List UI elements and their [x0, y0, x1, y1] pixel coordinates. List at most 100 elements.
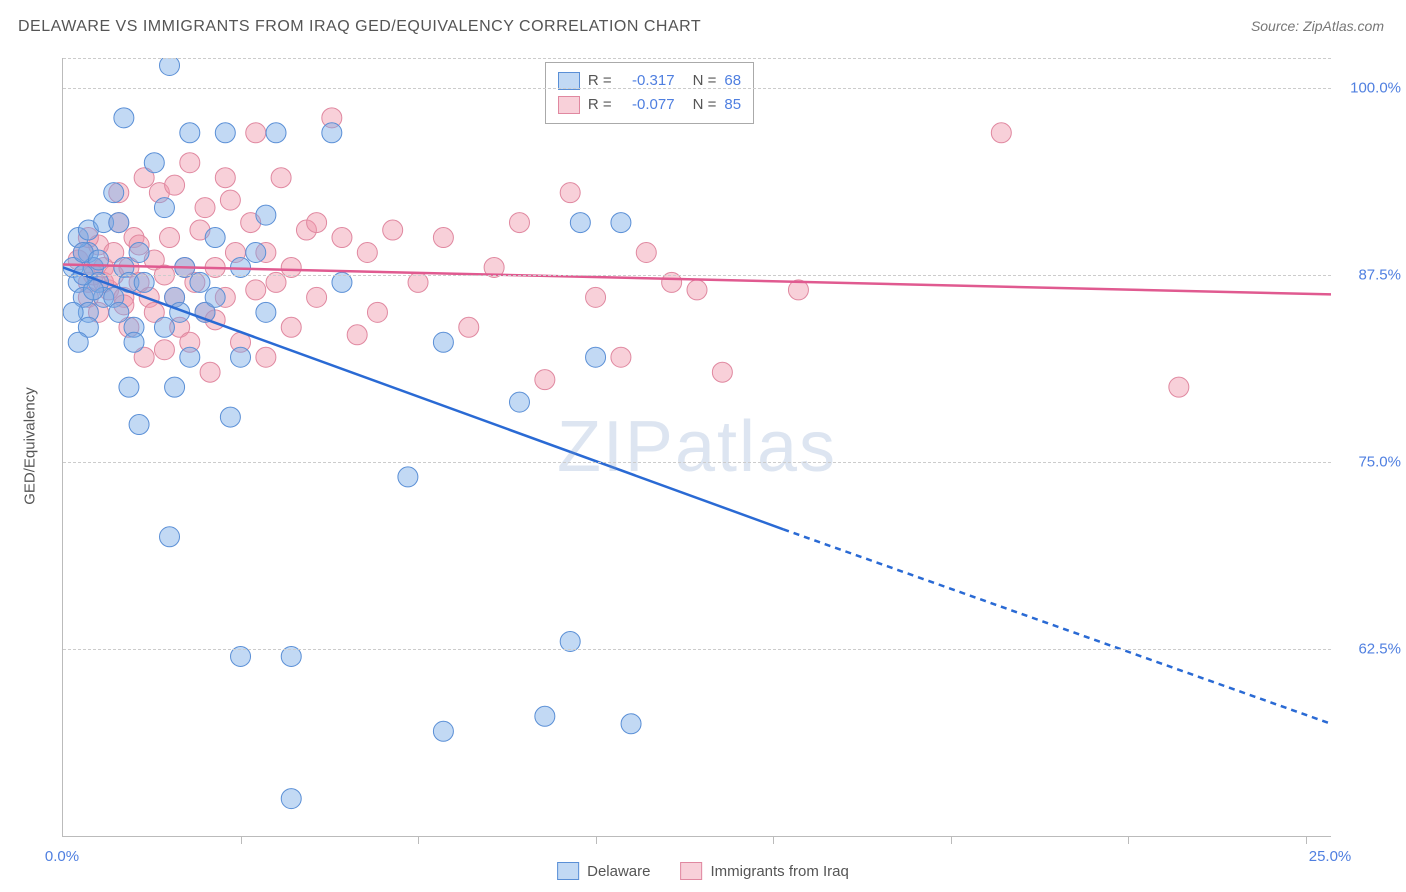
scatter-point	[266, 123, 286, 143]
scatter-point	[256, 205, 276, 225]
scatter-point	[231, 347, 251, 367]
scatter-point	[129, 243, 149, 263]
scatter-point	[154, 198, 174, 218]
scatter-point	[271, 168, 291, 188]
series-legend-item: Immigrants from Iraq	[681, 862, 849, 880]
scatter-point	[195, 198, 215, 218]
gridline	[63, 649, 1331, 650]
scatter-point	[586, 347, 606, 367]
trendline	[63, 267, 783, 529]
scatter-point	[180, 153, 200, 173]
scatter-point	[560, 183, 580, 203]
stats-legend-row: R =-0.317N =68	[558, 69, 741, 93]
scatter-point	[687, 280, 707, 300]
chart-container: DELAWARE VS IMMIGRANTS FROM IRAQ GED/EQU…	[0, 0, 1406, 892]
scatter-point	[570, 213, 590, 233]
x-tick	[241, 836, 242, 844]
n-label: N =	[693, 69, 717, 93]
x-tick	[773, 836, 774, 844]
scatter-point	[220, 190, 240, 210]
scatter-point	[124, 332, 144, 352]
x-tick-label: 0.0%	[45, 848, 79, 865]
scatter-point	[89, 250, 109, 270]
scatter-point	[357, 243, 377, 263]
y-tick-label: 100.0%	[1341, 79, 1401, 96]
scatter-point	[535, 706, 555, 726]
scatter-point	[220, 407, 240, 427]
scatter-point	[160, 527, 180, 547]
x-tick	[1128, 836, 1129, 844]
scatter-point	[165, 377, 185, 397]
scatter-point	[256, 347, 276, 367]
scatter-point	[104, 183, 124, 203]
scatter-point	[281, 317, 301, 337]
scatter-point	[509, 213, 529, 233]
scatter-point	[433, 332, 453, 352]
r-value: -0.317	[620, 69, 675, 93]
scatter-point	[205, 287, 225, 307]
scatter-point	[165, 175, 185, 195]
series-legend: Delaware Immigrants from Iraq	[557, 862, 849, 880]
scatter-point	[154, 317, 174, 337]
x-tick	[596, 836, 597, 844]
scatter-point	[246, 243, 266, 263]
x-tick	[418, 836, 419, 844]
series-legend-item: Delaware	[557, 862, 650, 880]
scatter-point	[109, 213, 129, 233]
scatter-point	[611, 213, 631, 233]
scatter-point	[180, 347, 200, 367]
scatter-point	[256, 302, 276, 322]
legend-swatch	[681, 862, 703, 880]
n-value: 85	[724, 93, 741, 117]
scatter-point	[154, 340, 174, 360]
n-label: N =	[693, 93, 717, 117]
scatter-point	[307, 213, 327, 233]
chart-svg	[63, 58, 1331, 836]
scatter-point	[636, 243, 656, 263]
scatter-point	[347, 325, 367, 345]
y-tick-label: 87.5%	[1341, 266, 1401, 283]
scatter-point	[160, 228, 180, 248]
scatter-point	[215, 168, 235, 188]
scatter-point	[611, 347, 631, 367]
scatter-point	[246, 123, 266, 143]
scatter-point	[160, 58, 180, 75]
r-label: R =	[588, 69, 612, 93]
legend-swatch	[558, 96, 580, 114]
source-label: Source: ZipAtlas.com	[1251, 18, 1384, 34]
scatter-point	[383, 220, 403, 240]
scatter-point	[621, 714, 641, 734]
scatter-point	[459, 317, 479, 337]
scatter-point	[433, 721, 453, 741]
scatter-point	[246, 280, 266, 300]
scatter-point	[180, 123, 200, 143]
scatter-point	[398, 467, 418, 487]
scatter-point	[586, 287, 606, 307]
x-tick	[1306, 836, 1307, 844]
scatter-point	[215, 123, 235, 143]
scatter-point	[307, 287, 327, 307]
plot-area: ZIPatlas R =-0.317N =68R =-0.077N =85 62…	[62, 58, 1331, 837]
scatter-point	[205, 228, 225, 248]
y-axis-label: GED/Equivalency	[22, 387, 39, 505]
gridline	[63, 462, 1331, 463]
scatter-point	[535, 370, 555, 390]
scatter-point	[367, 302, 387, 322]
scatter-point	[712, 362, 732, 382]
scatter-point	[1169, 377, 1189, 397]
y-tick-label: 62.5%	[1341, 640, 1401, 657]
series-legend-label: Immigrants from Iraq	[711, 863, 849, 880]
trendline	[783, 529, 1331, 724]
scatter-point	[509, 392, 529, 412]
scatter-point	[63, 302, 83, 322]
gridline	[63, 275, 1331, 276]
scatter-point	[119, 377, 139, 397]
stats-legend-row: R =-0.077N =85	[558, 93, 741, 117]
scatter-point	[433, 228, 453, 248]
scatter-point	[322, 123, 342, 143]
scatter-point	[332, 228, 352, 248]
scatter-point	[68, 332, 88, 352]
chart-title: DELAWARE VS IMMIGRANTS FROM IRAQ GED/EQU…	[18, 18, 701, 36]
scatter-point	[109, 302, 129, 322]
scatter-point	[200, 362, 220, 382]
